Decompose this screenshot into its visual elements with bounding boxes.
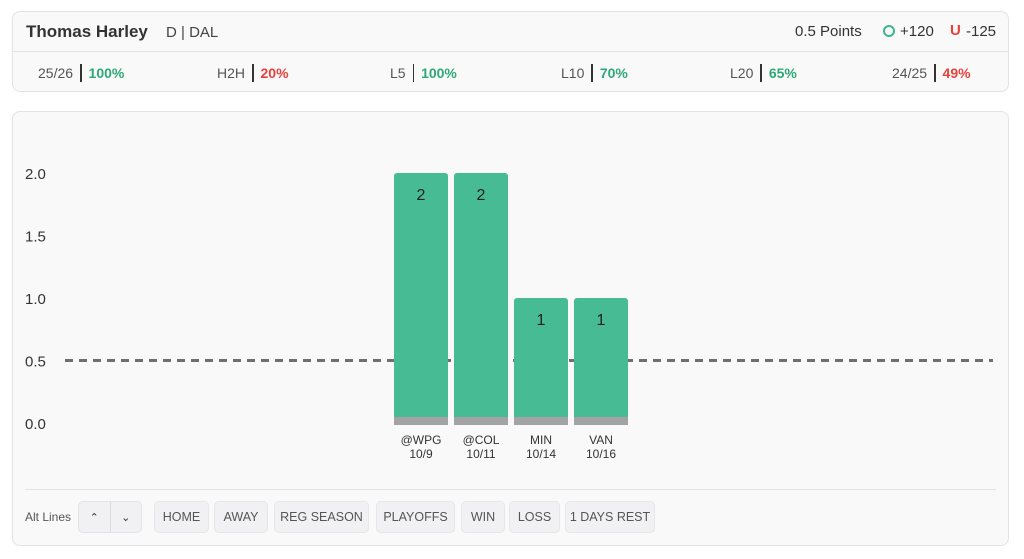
- under-odds[interactable]: -125: [966, 23, 997, 40]
- stat-value: 100%: [421, 65, 457, 81]
- bar-base: [454, 417, 508, 425]
- chevron-down-icon: ⌄: [121, 511, 131, 524]
- y-tick-label: 1.5: [25, 229, 46, 246]
- chip-label: REG SEASON: [280, 510, 363, 524]
- bar-data-label: 1: [537, 312, 546, 329]
- chip-label: PLAYOFFS: [383, 510, 448, 524]
- x-tick-date: 10/9: [409, 447, 433, 461]
- stat-l20: L20 65%: [730, 64, 797, 82]
- x-tick-date: 10/16: [586, 447, 616, 461]
- chip-label: HOME: [162, 510, 201, 524]
- stat-label: L10: [561, 65, 585, 81]
- over-odds[interactable]: +120: [900, 23, 934, 40]
- filter-away-button[interactable]: AWAY: [214, 501, 268, 533]
- x-tick-opponent: @COL: [463, 433, 500, 447]
- stat-h2h: H2H 20%: [217, 64, 289, 82]
- over-circle-icon: [883, 25, 895, 37]
- bar: [514, 298, 568, 425]
- stat-value: 20%: [260, 65, 289, 81]
- stat-l5: L5 100%: [390, 64, 457, 82]
- chip-label: WIN: [470, 510, 496, 524]
- y-tick-label: 0.5: [25, 354, 46, 371]
- chevron-up-icon: ⌃: [89, 511, 99, 524]
- player-position-team: D | DAL: [166, 24, 219, 41]
- stat-label: H2H: [217, 65, 246, 81]
- filter-home-button[interactable]: HOME: [154, 501, 209, 533]
- alt-lines-label: Alt Lines: [25, 510, 72, 524]
- y-tick-label: 2.0: [25, 166, 46, 183]
- alt-line-up-button[interactable]: ⌃: [79, 502, 110, 532]
- bar-base: [514, 417, 568, 425]
- alt-line-down-button[interactable]: ⌄: [109, 502, 142, 532]
- stat-label: L5: [390, 65, 406, 81]
- chip-label: 1 DAYS REST: [569, 510, 651, 524]
- chart-card: 0.0 0.5 1.0 1.5 2.0 2 @WPG 10/9 2 @COL 10/11 1 MIN 10…: [12, 111, 1009, 546]
- player-name: Thomas Harley: [26, 22, 148, 41]
- filter-loss-button[interactable]: LOSS: [509, 501, 560, 533]
- stat-value: 65%: [768, 65, 797, 81]
- stat-value: 70%: [599, 65, 628, 81]
- stat-label: 25/26: [38, 65, 74, 81]
- filter-playoffs-button[interactable]: PLAYOFFS: [376, 501, 455, 533]
- stat-last-season: 24/25 49%: [892, 64, 971, 82]
- x-tick-opponent: VAN: [589, 433, 613, 447]
- y-tick-label: 1.0: [25, 291, 46, 308]
- bar-data-label: 2: [477, 187, 486, 204]
- stat-label: 24/25: [892, 65, 928, 81]
- bar: [454, 173, 508, 425]
- prop-line-label: 0.5 Points: [795, 23, 862, 40]
- filter-divider: [25, 489, 996, 490]
- bar: [394, 173, 448, 425]
- stat-value: 49%: [942, 65, 971, 81]
- bar-base: [394, 417, 448, 425]
- x-tick-date: 10/11: [466, 447, 495, 461]
- stat-value: 100%: [88, 65, 125, 81]
- bar: [574, 298, 628, 425]
- x-tick-date: 10/14: [526, 447, 556, 461]
- header-top-row: Thomas Harley D | DAL 0.5 Points +120 U …: [13, 12, 1008, 52]
- bar-base: [574, 417, 628, 425]
- x-tick-opponent: @WPG: [401, 433, 442, 447]
- y-tick-label: 0.0: [25, 416, 46, 433]
- alt-lines-stepper: ⌃ ⌄: [78, 501, 142, 533]
- filter-days-rest-button[interactable]: 1 DAYS REST: [565, 501, 655, 533]
- x-tick-opponent: MIN: [530, 433, 552, 447]
- chip-label: AWAY: [223, 510, 259, 524]
- stat-l10: L10 70%: [561, 64, 628, 82]
- under-icon: U: [950, 22, 961, 39]
- stat-label: L20: [730, 65, 754, 81]
- bar-data-label: 1: [597, 312, 606, 329]
- bar-chart: 0.00.51.01.52.02@WPG10/92@COL10/111MIN10…: [25, 166, 993, 461]
- chip-label: LOSS: [517, 510, 552, 524]
- bar-data-label: 2: [417, 187, 426, 204]
- stat-season: 25/26 100%: [38, 64, 124, 82]
- filter-reg-season-button[interactable]: REG SEASON: [274, 501, 369, 533]
- player-header-card: Thomas Harley D | DAL 0.5 Points +120 U …: [12, 11, 1009, 92]
- filter-win-button[interactable]: WIN: [461, 501, 505, 533]
